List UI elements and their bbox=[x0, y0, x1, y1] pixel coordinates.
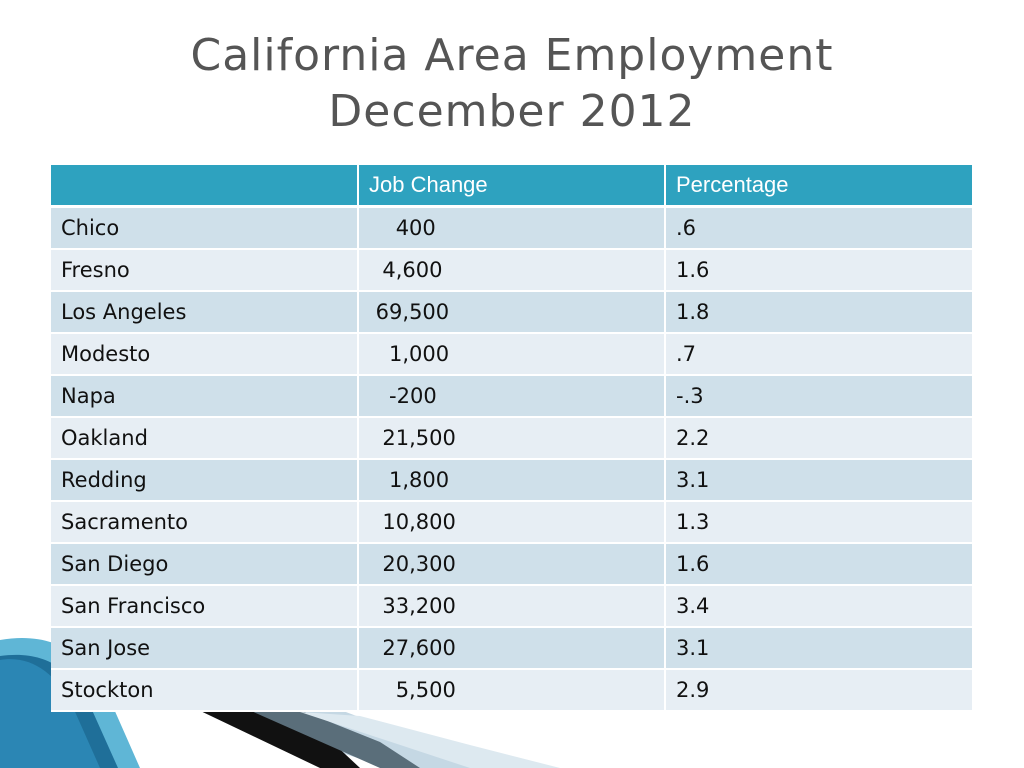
cell-percentage: 2.9 bbox=[665, 669, 972, 712]
cell-job-change: 10,800 bbox=[358, 501, 666, 544]
cell-percentage: 2.2 bbox=[665, 417, 972, 460]
cell-area: Oakland bbox=[51, 417, 359, 460]
cell-job-change: 5,500 bbox=[358, 669, 666, 712]
cell-percentage: .6 bbox=[665, 206, 972, 250]
cell-job-change: 27,600 bbox=[358, 627, 666, 670]
employment-table: Job Change Percentage Chico 400 .6 Fresn… bbox=[51, 165, 972, 712]
cell-percentage: -.3 bbox=[665, 375, 972, 418]
cell-percentage: 1.3 bbox=[665, 501, 972, 544]
table-row: Sacramento 10,800 1.3 bbox=[51, 501, 972, 544]
title-line-2: December 2012 bbox=[328, 86, 696, 137]
cell-percentage: 3.1 bbox=[665, 627, 972, 670]
slide-title: California Area Employment December 2012 bbox=[0, 28, 1024, 140]
cell-job-change: 20,300 bbox=[358, 543, 666, 586]
cell-percentage: 3.4 bbox=[665, 585, 972, 628]
cell-area: Los Angeles bbox=[51, 291, 359, 334]
cell-area: Redding bbox=[51, 459, 359, 502]
cell-area: Modesto bbox=[51, 333, 359, 376]
cell-percentage: 1.6 bbox=[665, 543, 972, 586]
cell-percentage: 3.1 bbox=[665, 459, 972, 502]
cell-job-change: -200 bbox=[358, 375, 666, 418]
cell-job-change: 4,600 bbox=[358, 249, 666, 292]
cell-area: San Jose bbox=[51, 627, 359, 670]
cell-area: Napa bbox=[51, 375, 359, 418]
cell-job-change: 33,200 bbox=[358, 585, 666, 628]
cell-job-change: 21,500 bbox=[358, 417, 666, 460]
employment-table-container: Job Change Percentage Chico 400 .6 Fresn… bbox=[51, 165, 972, 712]
table-header-row: Job Change Percentage bbox=[51, 165, 972, 208]
cell-area: Fresno bbox=[51, 249, 359, 292]
cell-job-change: 1,800 bbox=[358, 459, 666, 502]
title-line-1: California Area Employment bbox=[190, 30, 834, 81]
cell-area: Chico bbox=[51, 206, 359, 250]
cell-job-change: 69,500 bbox=[358, 291, 666, 334]
cell-area: Sacramento bbox=[51, 501, 359, 544]
header-job-change: Job Change bbox=[358, 165, 666, 208]
table-row: Redding 1,800 3.1 bbox=[51, 459, 972, 502]
table-row: San Jose 27,600 3.1 bbox=[51, 627, 972, 670]
cell-area: San Francisco bbox=[51, 585, 359, 628]
table-row: Napa -200 -.3 bbox=[51, 375, 972, 418]
cell-percentage: 1.8 bbox=[665, 291, 972, 334]
header-area bbox=[51, 165, 359, 208]
cell-job-change: 400 bbox=[358, 206, 666, 250]
cell-area: San Diego bbox=[51, 543, 359, 586]
table-row: Fresno 4,600 1.6 bbox=[51, 249, 972, 292]
cell-area: Stockton bbox=[51, 669, 359, 712]
cell-percentage: .7 bbox=[665, 333, 972, 376]
table-row: San Diego 20,300 1.6 bbox=[51, 543, 972, 586]
cell-percentage: 1.6 bbox=[665, 249, 972, 292]
cell-job-change: 1,000 bbox=[358, 333, 666, 376]
table-row: Chico 400 .6 bbox=[51, 206, 972, 250]
table-row: San Francisco 33,200 3.4 bbox=[51, 585, 972, 628]
table-row: Oakland 21,500 2.2 bbox=[51, 417, 972, 460]
table-row: Los Angeles 69,500 1.8 bbox=[51, 291, 972, 334]
table-row: Stockton 5,500 2.9 bbox=[51, 669, 972, 712]
header-percentage: Percentage bbox=[665, 165, 972, 208]
table-row: Modesto 1,000 .7 bbox=[51, 333, 972, 376]
